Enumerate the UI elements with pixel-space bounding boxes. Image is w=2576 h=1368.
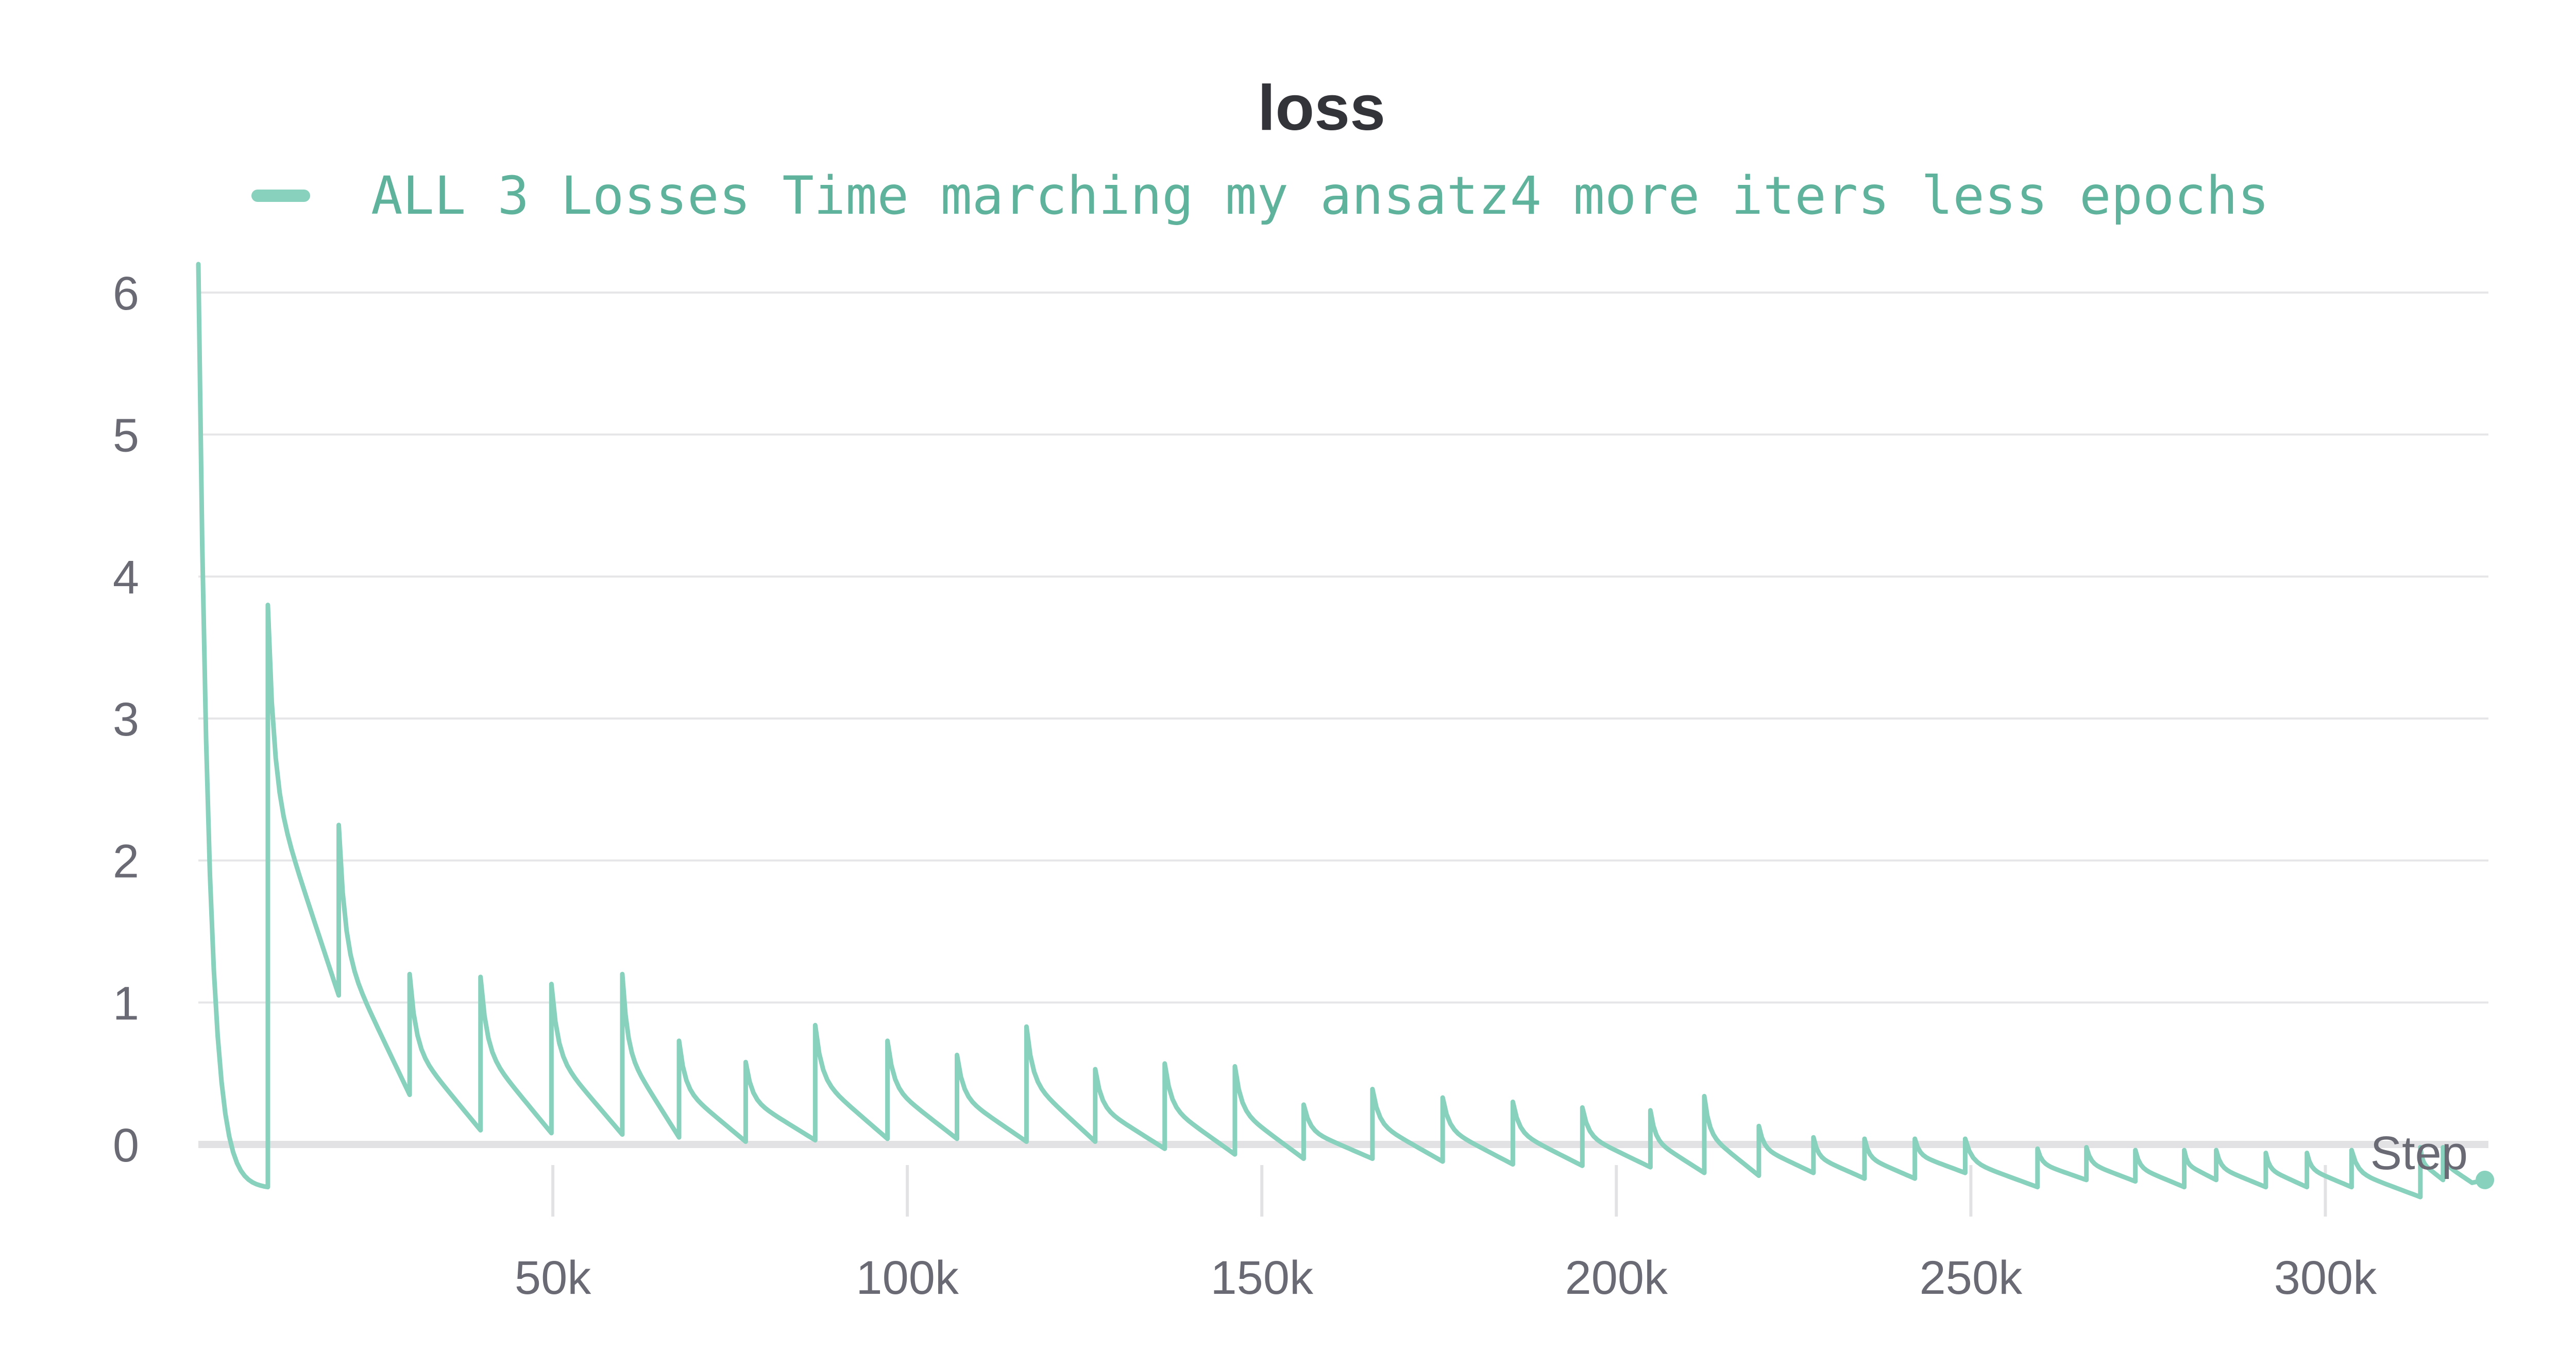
grid-lines <box>198 292 2488 1148</box>
x-axis-label: Step <box>2370 1127 2468 1179</box>
x-tick-label: 200k <box>1565 1252 1668 1304</box>
y-axis: 0 1 2 3 4 5 6 <box>113 267 139 1172</box>
y-tick-label: 6 <box>113 267 139 320</box>
x-tick-label: 100k <box>856 1252 959 1304</box>
series-last-point[interactable] <box>2476 1170 2495 1189</box>
x-tick-label: 250k <box>1920 1252 2023 1304</box>
y-tick-label: 1 <box>113 977 139 1030</box>
chart-title: loss <box>1258 73 1385 144</box>
x-tick-label: 150k <box>1210 1252 1313 1304</box>
y-tick-label: 2 <box>113 835 139 888</box>
x-tick-label: 50k <box>515 1252 591 1304</box>
x-axis: 50k 100k 150k 200k 250k 300k <box>515 1165 2377 1304</box>
y-tick-label: 4 <box>113 551 139 604</box>
x-tick-label: 300k <box>2274 1252 2377 1304</box>
series-line[interactable] <box>196 262 2487 1200</box>
y-tick-label: 5 <box>113 409 139 462</box>
y-tick-label: 3 <box>113 693 139 746</box>
legend[interactable]: ALL 3 Losses Time marching my ansatz4 mo… <box>251 165 2269 227</box>
y-tick-label: 0 <box>113 1119 139 1172</box>
series-layer <box>196 262 2495 1200</box>
legend-series-label: ALL 3 Losses Time marching my ansatz4 mo… <box>371 165 2269 227</box>
